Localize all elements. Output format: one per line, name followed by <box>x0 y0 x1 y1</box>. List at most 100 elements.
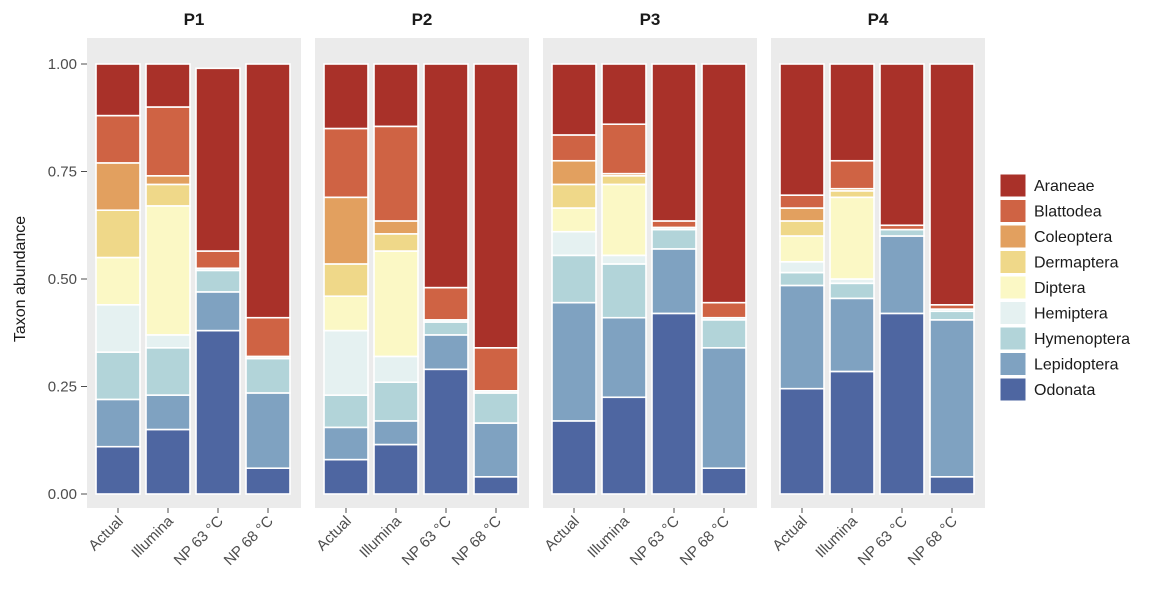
bar-segment-dermaptera <box>551 183 597 209</box>
bar-segment-hymenoptera <box>779 271 825 287</box>
bar-segment-dermaptera <box>95 209 141 259</box>
bar-segment-lepidoptera <box>779 284 825 390</box>
x-tick-label: NP 68 °C <box>449 513 505 569</box>
bar-segment-hymenoptera <box>323 394 369 429</box>
bar-segment-odonata <box>473 475 519 495</box>
stacked-bar <box>423 63 469 495</box>
x-tick-label: Actual <box>541 513 583 555</box>
stacked-bar <box>701 63 747 495</box>
bar-segment-odonata <box>829 370 875 495</box>
y-tick-label: 0.75 <box>48 164 77 181</box>
y-tick-label: 0.50 <box>48 271 77 288</box>
bar-segment-lepidoptera <box>195 291 241 332</box>
bar-segment-lepidoptera <box>423 334 469 371</box>
bar-segment-odonata <box>145 428 191 495</box>
bar-segment-odonata <box>551 420 597 495</box>
legend-key <box>999 224 1027 249</box>
bar-segment-araneae <box>829 63 875 162</box>
bar-segment-diptera <box>145 205 191 336</box>
legend-item-hemiptera: Hemiptera <box>999 301 1108 325</box>
bar-segment-odonata <box>929 475 975 495</box>
bar-segment-araneae <box>473 63 519 349</box>
bar-segment-hymenoptera <box>879 228 925 237</box>
bar-segment-lepidoptera <box>829 297 875 373</box>
panel-title: P1 <box>184 10 205 29</box>
y-tick-label: 1.00 <box>48 56 77 73</box>
x-tick-label: Illumina <box>128 512 177 561</box>
bar-segment-blattodea <box>779 194 825 209</box>
bar-segment-hymenoptera <box>245 357 291 394</box>
bar-segment-diptera <box>551 207 597 233</box>
bar-segment-odonata <box>195 329 241 495</box>
stacked-bar <box>145 63 191 495</box>
stacked-bar <box>779 63 825 495</box>
legend-label: Odonata <box>1034 382 1095 399</box>
legend-item-dermaptera: Dermaptera <box>999 250 1119 274</box>
bar-segment-blattodea <box>245 316 291 358</box>
bar-segment-hemiptera <box>95 303 141 353</box>
y-tick-label: 0.00 <box>48 486 77 503</box>
panel-title: P4 <box>868 10 889 29</box>
bar-segment-araneae <box>195 67 241 252</box>
bar-segment-odonata <box>601 396 647 495</box>
y-axis: 0.00 0.25 0.50 0.75 1.00 <box>48 56 87 503</box>
bar-segment-odonata <box>323 458 369 495</box>
bar-segment-blattodea <box>195 250 241 270</box>
stacked-bar <box>651 63 697 495</box>
bar-segment-araneae <box>879 63 925 227</box>
bar-segment-coleoptera <box>145 175 191 186</box>
bar-segment-hymenoptera <box>373 381 419 422</box>
stacked-bar <box>829 63 875 495</box>
bar-segment-hymenoptera <box>601 263 647 319</box>
bar-segment-hemiptera <box>551 230 597 257</box>
bar-segment-blattodea <box>601 123 647 175</box>
x-tick-label: Illumina <box>584 512 633 561</box>
bar-segment-lepidoptera <box>601 316 647 399</box>
legend-label: Hemiptera <box>1034 306 1108 323</box>
bar-segment-lepidoptera <box>323 426 369 461</box>
panel-title: P3 <box>640 10 661 29</box>
bar-segment-odonata <box>879 312 925 495</box>
bar-segment-odonata <box>245 467 291 495</box>
bar-segment-dermaptera <box>145 183 191 207</box>
x-tick-label: NP 63 °C <box>399 513 455 569</box>
bar-segment-coleoptera <box>373 220 419 235</box>
bar-segment-odonata <box>373 443 419 495</box>
bar-segment-dermaptera <box>323 263 369 298</box>
bar-segment-dermaptera <box>779 220 825 237</box>
x-tick-label: Illumina <box>812 512 861 561</box>
x-tick-label: NP 68 °C <box>677 513 733 569</box>
stacked-bar <box>929 63 975 495</box>
bar-segment-blattodea <box>701 301 747 319</box>
bar-segment-lepidoptera <box>879 235 925 315</box>
bar-segment-odonata <box>95 445 141 495</box>
bar-segment-coleoptera <box>551 159 597 186</box>
bar-segment-odonata <box>779 387 825 495</box>
legend-key <box>999 250 1027 274</box>
bar-segment-hymenoptera <box>929 310 975 321</box>
bar-segment-diptera <box>779 235 825 263</box>
bar-segment-diptera <box>829 196 875 280</box>
legend-label: Dermaptera <box>1034 255 1119 272</box>
bar-segment-lepidoptera <box>651 248 697 315</box>
legend-key <box>999 352 1027 376</box>
bar-segment-hymenoptera <box>423 321 469 336</box>
bar-segment-araneae <box>651 63 697 222</box>
x-tick-label: Illumina <box>356 512 405 561</box>
legend-key <box>999 326 1027 351</box>
bar-segment-hemiptera <box>601 254 647 265</box>
bar-segment-blattodea <box>95 114 141 164</box>
x-tick-label: Actual <box>313 513 355 555</box>
x-tick-label: NP 63 °C <box>171 513 227 569</box>
stacked-bar <box>323 63 369 495</box>
bar-segment-hymenoptera <box>95 351 141 401</box>
x-tick-label: NP 63 °C <box>855 513 911 569</box>
bar-segment-odonata <box>423 368 469 495</box>
bar-segment-dermaptera <box>601 175 647 186</box>
stacked-bar <box>551 63 597 495</box>
